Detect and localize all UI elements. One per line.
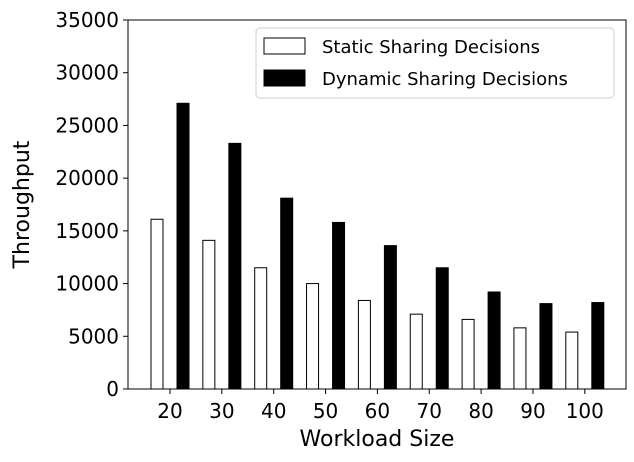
bar-static-90 <box>513 327 527 390</box>
y-tick-label-15000: 15000 <box>55 219 119 243</box>
bar-static-40 <box>254 267 268 390</box>
bar-dynamic-30 <box>228 142 242 390</box>
bar-static-20 <box>150 218 164 390</box>
bar-dynamic-50 <box>332 221 346 390</box>
x-tick-label-40: 40 <box>261 399 286 423</box>
y-tick-label-5000: 5000 <box>68 324 119 348</box>
bar-dynamic-100 <box>591 302 605 390</box>
legend-label-dynamic: Dynamic Sharing Decisions <box>322 69 568 90</box>
bar-dynamic-70 <box>435 267 449 390</box>
y-tick-label-20000: 20000 <box>55 166 119 190</box>
bar-static-70 <box>409 313 423 390</box>
bar-static-50 <box>306 283 320 390</box>
bar-dynamic-90 <box>539 303 553 390</box>
x-tick-label-70: 70 <box>417 399 442 423</box>
bar-dynamic-60 <box>383 245 397 390</box>
bar-static-80 <box>461 318 475 390</box>
legend-label-static: Static Sharing Decisions <box>322 37 540 58</box>
legend-box <box>255 27 615 99</box>
x-tick-label-80: 80 <box>468 399 493 423</box>
x-axis-title: Workload Size <box>300 427 455 452</box>
x-tick-label-20: 20 <box>157 399 182 423</box>
bar-static-30 <box>202 239 216 390</box>
x-tick-label-60: 60 <box>365 399 390 423</box>
x-tick-label-90: 90 <box>520 399 545 423</box>
y-tick-label-35000: 35000 <box>55 8 119 32</box>
x-tick-label-100: 100 <box>566 399 604 423</box>
legend-swatch-static <box>263 37 306 55</box>
y-axis-title: Throughput <box>10 140 35 269</box>
y-tick-label-25000: 25000 <box>55 113 119 137</box>
x-tick-label-50: 50 <box>313 399 338 423</box>
bar-dynamic-20 <box>176 102 190 390</box>
legend: Static Sharing Decisions Dynamic Sharing… <box>255 27 615 99</box>
bar-dynamic-40 <box>280 197 294 390</box>
legend-swatch-dynamic <box>263 69 306 87</box>
y-tick-label-10000: 10000 <box>55 272 119 296</box>
bar-static-100 <box>565 331 579 390</box>
axes-group: 20 30 40 50 60 70 80 90 100 0 5000 10000 15000 20000 2… <box>55 8 627 423</box>
y-tick-label-0: 0 <box>106 377 119 401</box>
x-tick-label-30: 30 <box>209 399 234 423</box>
y-tick-label-30000: 30000 <box>55 61 119 85</box>
bar-dynamic-80 <box>487 291 501 390</box>
bar-static-60 <box>357 299 371 390</box>
bars-group <box>150 102 605 390</box>
axes-frame <box>127 19 627 390</box>
